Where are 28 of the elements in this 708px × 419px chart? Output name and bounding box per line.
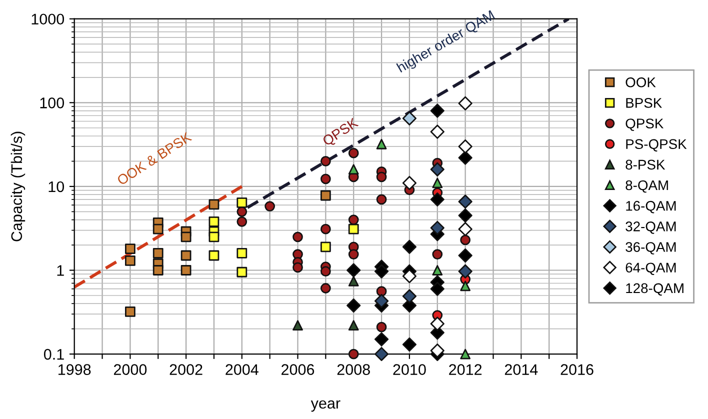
legend-label: 64-QAM — [626, 262, 676, 276]
legend-label: 8-PSK — [626, 160, 666, 170]
x-tick-label: 1998 — [58, 364, 91, 375]
x-tick-label: 2008 — [337, 364, 370, 375]
legend-label: 128-QAM — [626, 283, 684, 296]
x-tick-label: 2002 — [170, 364, 202, 375]
x-tick-label: 2010 — [393, 364, 426, 375]
y-tick-label: 0.1 — [44, 348, 64, 360]
legend-label: PS-QPSK — [626, 139, 687, 152]
legend-label: OOK — [626, 77, 656, 88]
legend-label: 32-QAM — [626, 222, 676, 234]
legend-label: 36-QAM — [626, 242, 676, 254]
x-tick-label: 2000 — [114, 364, 147, 375]
legend-label: QPSK — [626, 118, 664, 131]
legend-label: 8-QAM — [626, 180, 668, 193]
legend-label: BPSK — [626, 98, 662, 108]
y-tick-label: 100 — [40, 98, 64, 108]
x-tick-label: 2006 — [282, 364, 314, 375]
y-axis-title: Capacity (Tbit/s) — [10, 132, 26, 242]
x-tick-label: 2014 — [504, 364, 538, 375]
y-tick-label: 1 — [57, 265, 64, 276]
x-tick-label: 2012 — [449, 364, 482, 375]
x-tick-label: 2016 — [560, 364, 594, 375]
y-tick-label: 1000 — [32, 14, 64, 25]
y-tick-label: 10 — [48, 181, 64, 192]
x-axis-title: year — [310, 400, 340, 412]
legend-label: 16-QAM — [626, 200, 676, 214]
x-tick-label: 2004 — [226, 364, 258, 375]
